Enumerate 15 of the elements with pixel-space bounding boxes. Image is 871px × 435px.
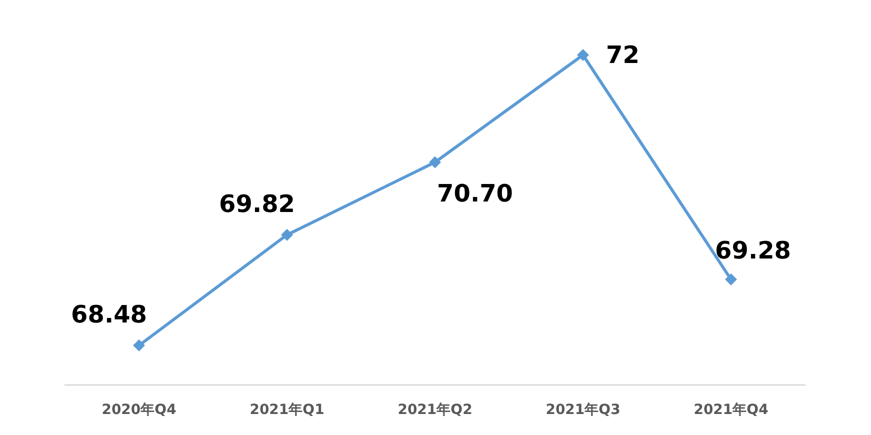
x-tick-label: 2021年Q1: [250, 402, 324, 418]
data-label: 68.48: [71, 300, 147, 328]
x-tick-label: 2021年Q4: [694, 402, 769, 418]
x-tick-label: 2021年Q3: [546, 402, 620, 418]
point: [281, 228, 293, 241]
point: [577, 49, 589, 61]
point: [133, 339, 145, 352]
point: [429, 156, 441, 168]
data-label: 69.28: [715, 236, 791, 264]
point: [725, 273, 737, 286]
data-label: 69.82: [219, 190, 295, 218]
data-label: 72: [606, 41, 640, 69]
x-tick-label: 2021年Q2: [398, 402, 472, 418]
x-tick-label: 2020年Q4: [102, 402, 177, 418]
data-label: 70.70: [437, 179, 513, 208]
